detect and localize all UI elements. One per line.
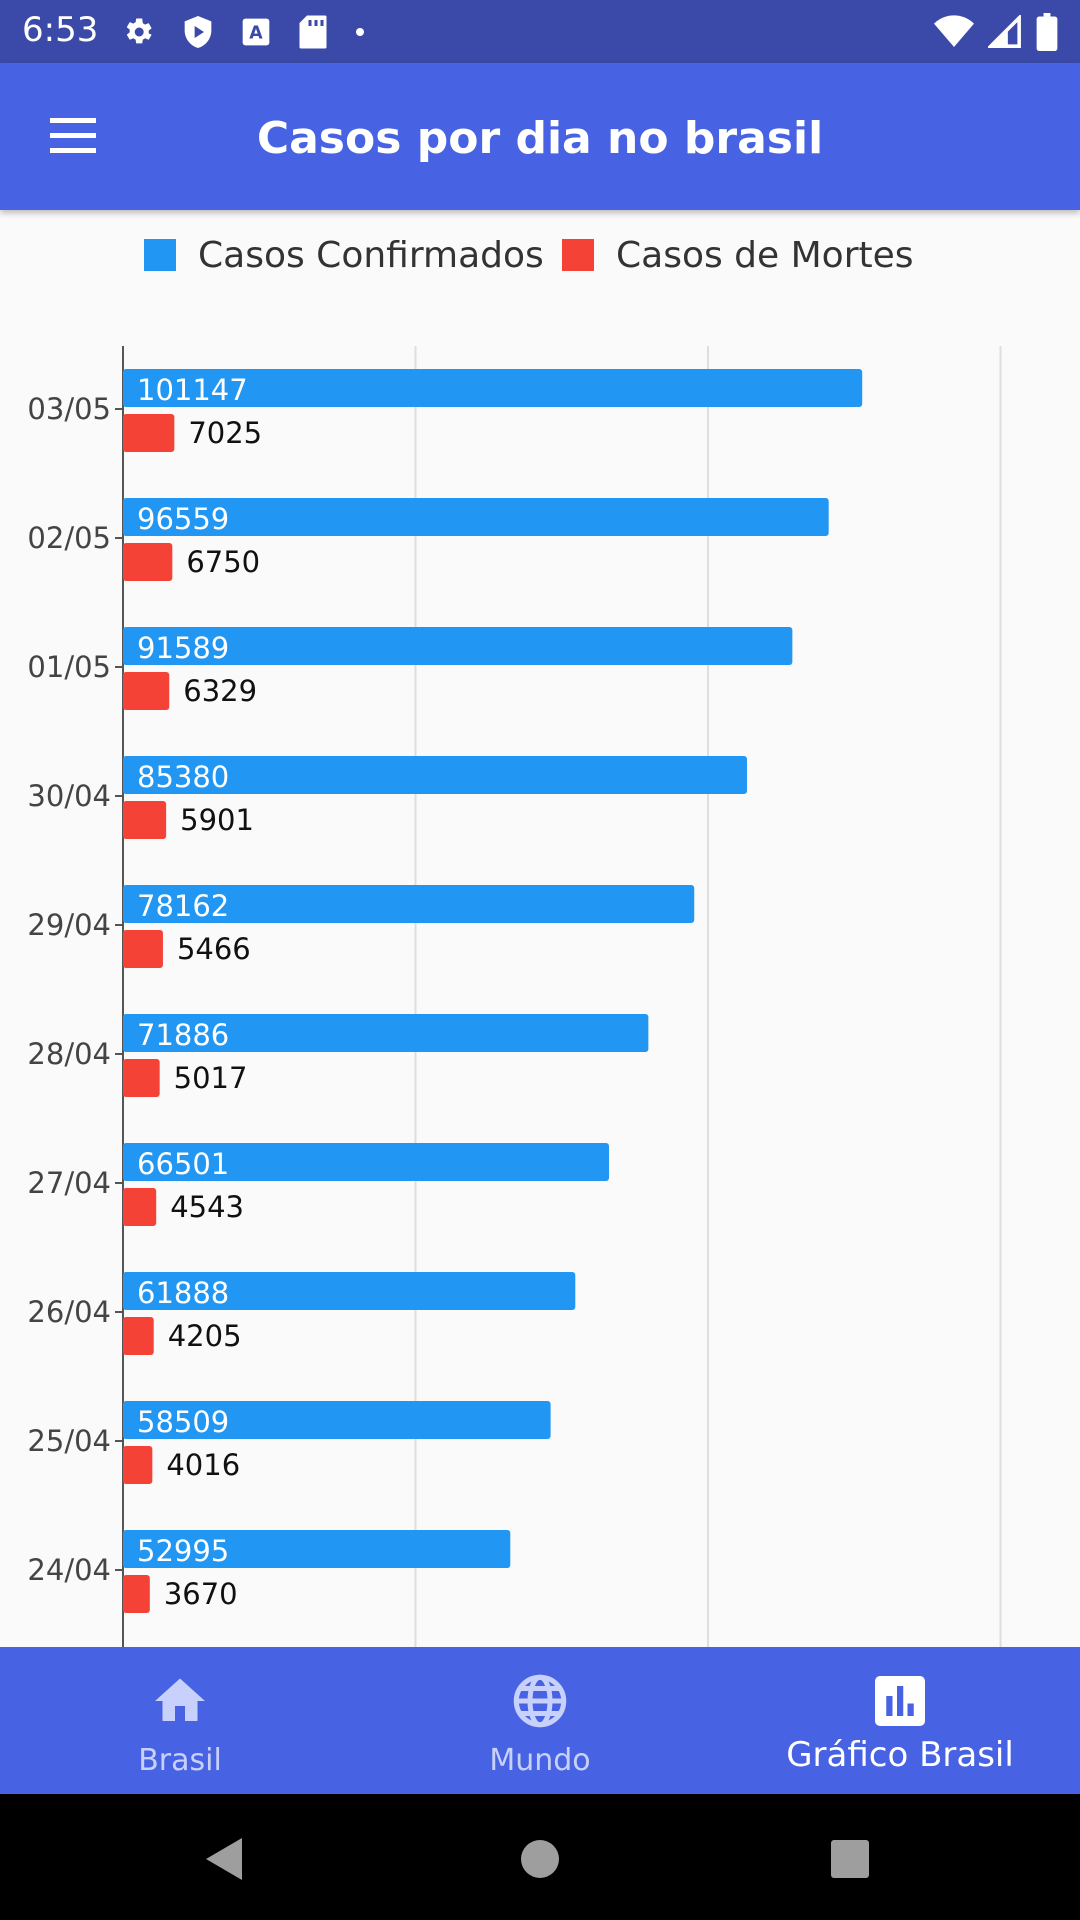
bar-casos-de-mortes bbox=[123, 1575, 150, 1613]
battery-icon bbox=[1036, 13, 1058, 51]
wifi-icon bbox=[934, 15, 974, 47]
y-tick-label: 03/05 bbox=[27, 392, 111, 426]
bar-casos-de-mortes bbox=[123, 672, 170, 710]
bar-label-casos-confirmados: 78162 bbox=[137, 889, 229, 923]
bottom-navigation: Brasil Mundo Gráfico Brasil bbox=[0, 1647, 1080, 1794]
status-right-icons bbox=[934, 12, 1058, 52]
page-title: Casos por dia no brasil bbox=[256, 113, 824, 164]
bar-label-casos-confirmados: 52995 bbox=[137, 1534, 229, 1568]
bar-label-casos-confirmados: 61888 bbox=[137, 1276, 229, 1310]
status-left-icons: A bbox=[120, 12, 366, 52]
y-tick-label: 02/05 bbox=[27, 521, 111, 555]
bar-label-casos-confirmados: 71886 bbox=[137, 1018, 229, 1052]
nav-item-grafico-brasil[interactable]: Gráfico Brasil bbox=[720, 1647, 1080, 1794]
bar-casos-confirmados bbox=[123, 369, 863, 407]
bar-label-casos-confirmados: 96559 bbox=[137, 502, 229, 536]
bar-casos-de-mortes bbox=[123, 1059, 160, 1097]
bar-casos-de-mortes bbox=[123, 1317, 154, 1355]
nav-label-grafico-brasil: Gráfico Brasil bbox=[786, 1735, 1014, 1775]
hamburger-menu-icon[interactable] bbox=[38, 108, 108, 164]
settings-icon bbox=[126, 18, 152, 44]
bar-casos-confirmados bbox=[123, 498, 829, 536]
bar-label-casos-de-mortes: 6750 bbox=[186, 545, 260, 579]
chart-legend: Casos Confirmados Casos de Mortes bbox=[0, 230, 1080, 280]
y-tick-label: 25/04 bbox=[27, 1424, 111, 1458]
legend-label-confirmados: Casos Confirmados bbox=[198, 234, 544, 276]
text-icon: A bbox=[242, 18, 270, 46]
signal-icon bbox=[988, 15, 1021, 48]
app-bar: Casos por dia no brasil bbox=[0, 63, 1080, 210]
bar-casos-de-mortes bbox=[123, 1446, 153, 1484]
nav-label-mundo: Mundo bbox=[489, 1743, 591, 1778]
bar-casos-confirmados bbox=[123, 627, 793, 665]
bar-label-casos-de-mortes: 3670 bbox=[164, 1577, 238, 1611]
legend-swatch-mortes bbox=[562, 239, 594, 271]
nav-item-brasil[interactable]: Brasil bbox=[0, 1647, 360, 1794]
bar-casos-de-mortes bbox=[123, 543, 173, 581]
status-time: 6:53 bbox=[22, 10, 99, 50]
y-tick-label: 29/04 bbox=[27, 908, 111, 942]
bar-casos-de-mortes bbox=[123, 930, 163, 968]
globe-icon bbox=[513, 1674, 567, 1728]
bar-casos-confirmados bbox=[123, 1530, 511, 1568]
sd-card-icon bbox=[299, 15, 327, 49]
bar-label-casos-confirmados: 101147 bbox=[137, 373, 248, 407]
y-tick-label: 01/05 bbox=[27, 650, 111, 684]
y-tick-label: 24/04 bbox=[27, 1553, 111, 1587]
back-icon[interactable] bbox=[190, 1824, 260, 1894]
play-protect-icon bbox=[184, 16, 212, 48]
legend-label-mortes: Casos de Mortes bbox=[616, 234, 914, 276]
bar-label-casos-confirmados: 85380 bbox=[137, 760, 229, 794]
bar-label-casos-confirmados: 66501 bbox=[137, 1147, 229, 1181]
bar-chart: 101147 7025 03/05 96559 6750 02/05 91589 6329 01… bbox=[27, 346, 1002, 1647]
home-icon bbox=[155, 1678, 205, 1721]
bar-label-casos-de-mortes: 5901 bbox=[180, 803, 254, 837]
bar-casos-confirmados bbox=[123, 1401, 551, 1439]
home-circle-icon[interactable] bbox=[505, 1824, 575, 1894]
status-bar: 6:53 A bbox=[0, 0, 1080, 63]
y-tick-label: 30/04 bbox=[27, 779, 111, 813]
bar-label-casos-de-mortes: 4543 bbox=[170, 1190, 244, 1224]
bar-label-casos-de-mortes: 5466 bbox=[177, 932, 251, 966]
bar-casos-de-mortes bbox=[123, 801, 167, 839]
recents-icon[interactable] bbox=[815, 1824, 885, 1894]
bar-label-casos-de-mortes: 5017 bbox=[174, 1061, 248, 1095]
dot-icon bbox=[356, 28, 364, 36]
bar-chart-icon bbox=[875, 1676, 925, 1726]
bar-casos-confirmados bbox=[123, 1272, 576, 1310]
legend-item-mortes: Casos de Mortes bbox=[562, 230, 914, 280]
bar-label-casos-confirmados: 91589 bbox=[137, 631, 229, 665]
legend-swatch-confirmados bbox=[144, 239, 176, 271]
bar-casos-confirmados bbox=[123, 885, 695, 923]
system-navigation-bar bbox=[0, 1794, 1080, 1920]
bar-label-casos-de-mortes: 7025 bbox=[188, 416, 262, 450]
nav-label-brasil: Brasil bbox=[138, 1743, 222, 1778]
bar-label-casos-de-mortes: 6329 bbox=[183, 674, 257, 708]
y-tick-label: 27/04 bbox=[27, 1166, 111, 1200]
y-tick-label: 26/04 bbox=[27, 1295, 111, 1329]
bar-casos-confirmados bbox=[123, 1143, 610, 1181]
bar-casos-de-mortes bbox=[123, 1188, 157, 1226]
legend-item-confirmados: Casos Confirmados bbox=[144, 230, 544, 280]
bar-label-casos-de-mortes: 4016 bbox=[166, 1448, 240, 1482]
nav-item-mundo[interactable]: Mundo bbox=[360, 1647, 720, 1794]
bar-label-casos-confirmados: 58509 bbox=[137, 1405, 229, 1439]
bar-casos-de-mortes bbox=[123, 414, 175, 452]
bar-casos-confirmados bbox=[123, 756, 747, 794]
bar-casos-confirmados bbox=[123, 1014, 649, 1052]
y-tick-label: 28/04 bbox=[27, 1037, 111, 1071]
svg-text:A: A bbox=[249, 24, 263, 44]
bar-label-casos-de-mortes: 4205 bbox=[168, 1319, 242, 1353]
